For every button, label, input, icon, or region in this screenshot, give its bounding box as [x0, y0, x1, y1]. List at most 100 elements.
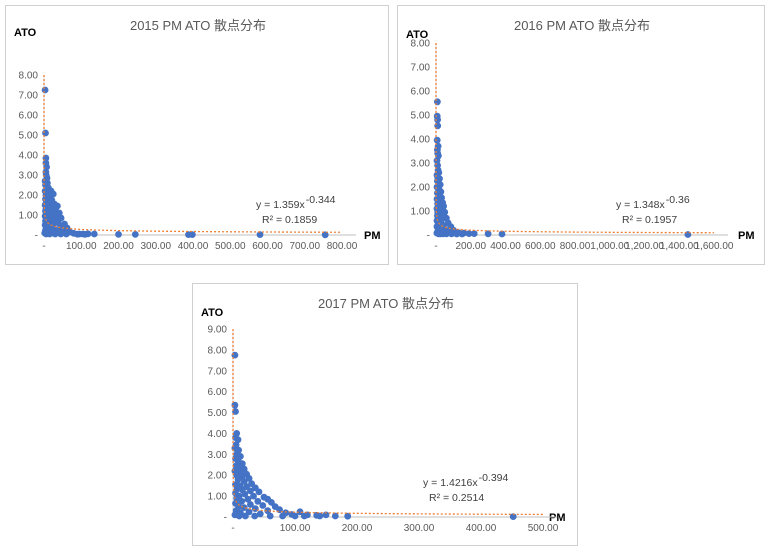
- data-point: [254, 497, 262, 505]
- y-tick-label: -: [35, 231, 38, 242]
- y-tick-label: -: [224, 513, 227, 524]
- data-point: [256, 231, 264, 239]
- y-tick-label: 1.00: [411, 207, 431, 218]
- data-point: [240, 504, 248, 511]
- data-point: [434, 116, 441, 124]
- x-axis-label: PM: [549, 512, 566, 524]
- scatter-chart-2015: 2015 PM ATO 散点分布 ATO PM - 100.00 200.00 300.00…: [14, 18, 381, 252]
- trendline-r2: R² = 0.2514: [429, 492, 484, 504]
- x-tick-label: 800.00: [560, 241, 591, 252]
- data-point: [498, 230, 506, 238]
- y-tick-label: 9.00: [208, 325, 228, 336]
- x-tick-label: -: [434, 241, 437, 252]
- y-tick-label: 5.00: [208, 408, 228, 419]
- x-axis-label: PM: [364, 230, 381, 242]
- data-points: [231, 351, 517, 520]
- data-point: [115, 231, 122, 238]
- y-tick-label: 7.00: [411, 63, 431, 74]
- x-tick-label: 400.00: [466, 523, 497, 534]
- y-tick-label: 3.00: [411, 159, 431, 170]
- data-point: [81, 231, 89, 238]
- data-point: [484, 230, 492, 238]
- y-tick-label: 2.00: [208, 471, 228, 482]
- data-point: [453, 230, 461, 238]
- x-tick-label: 100.00: [66, 241, 97, 252]
- y-tick-label: 4.00: [19, 151, 39, 162]
- trendline: [435, 43, 715, 234]
- data-point: [434, 98, 441, 106]
- x-tick-label: 1,200.00: [625, 241, 664, 252]
- chart-title: 2017 PM ATO 散点分布: [318, 296, 454, 311]
- trendline-exponent: -0.36: [666, 194, 690, 206]
- x-tick-label: 700.00: [289, 241, 320, 252]
- data-point: [266, 512, 274, 520]
- data-points: [41, 86, 329, 239]
- x-tick-label: 400.00: [178, 241, 209, 252]
- data-point: [322, 511, 330, 519]
- trendline-equation: y = 1.4216x: [423, 477, 478, 489]
- data-point: [344, 512, 352, 520]
- y-tick-label: 6.00: [411, 87, 431, 98]
- data-point: [247, 501, 254, 508]
- x-tick-label: 600.00: [252, 241, 283, 252]
- y-tick-label: 2.00: [411, 183, 431, 194]
- data-point: [240, 478, 248, 485]
- x-axis-label: PM: [738, 230, 755, 242]
- chart-panel-2016: 2016 PM ATO 散点分布 ATO PM - 200.00 400.00 600.00…: [397, 5, 765, 265]
- data-point: [264, 507, 272, 515]
- trendline-r2: R² = 0.1859: [262, 214, 317, 226]
- data-point: [316, 512, 324, 520]
- x-tick-label: 500.00: [528, 523, 559, 534]
- data-point: [235, 512, 243, 520]
- data-point: [251, 505, 259, 512]
- x-tick-label: 200.00: [455, 241, 486, 252]
- data-point: [90, 230, 98, 238]
- data-point: [238, 497, 246, 505]
- data-point: [250, 492, 257, 500]
- x-tick-label: 800.00: [327, 241, 358, 252]
- data-point: [434, 122, 442, 130]
- y-tick-label: 5.00: [411, 111, 431, 122]
- x-tick-label: 100.00: [280, 523, 311, 534]
- x-tick-label: 1,400.00: [660, 241, 699, 252]
- x-tick-label: 1,600.00: [695, 241, 734, 252]
- y-tick-label: 4.00: [208, 429, 228, 440]
- data-point: [46, 230, 53, 238]
- data-point: [42, 129, 49, 137]
- data-point: [241, 490, 249, 498]
- data-point: [255, 488, 263, 496]
- data-point: [245, 475, 253, 482]
- x-tick-label: -: [231, 523, 234, 534]
- data-point: [296, 508, 304, 516]
- data-point: [448, 230, 455, 238]
- y-axis-label: ATO: [201, 307, 224, 319]
- data-point: [43, 163, 50, 171]
- data-point: [233, 494, 241, 502]
- trendline-exponent: -0.394: [479, 472, 509, 484]
- trendline-equation: y = 1.359x: [256, 199, 305, 211]
- y-tick-label: 6.00: [19, 111, 39, 122]
- data-point: [62, 230, 70, 238]
- data-point: [470, 230, 478, 238]
- y-tick-label: 1.00: [208, 492, 228, 503]
- y-tick-label: 1.00: [19, 211, 39, 222]
- y-axis-label: ATO: [406, 29, 429, 41]
- data-point: [331, 512, 339, 520]
- chart-panel-2017: 2017 PM ATO 散点分布 ATO PM - 100.00 200.00 300.00…: [192, 283, 578, 546]
- x-tick-label: -: [42, 241, 45, 252]
- x-tick-label: 1,000.00: [590, 241, 629, 252]
- chart-title: 2016 PM ATO 散点分布: [514, 18, 650, 33]
- data-point: [279, 512, 286, 520]
- data-point: [300, 512, 308, 520]
- x-tick-label: 200.00: [342, 523, 373, 534]
- data-point: [321, 231, 329, 239]
- data-point: [458, 230, 466, 238]
- data-point: [131, 231, 139, 238]
- data-point: [74, 230, 81, 238]
- data-point: [232, 408, 239, 415]
- data-points: [433, 98, 692, 238]
- y-tick-label: 8.00: [411, 39, 431, 50]
- data-point: [509, 513, 517, 520]
- x-tick-label: 400.00: [490, 241, 521, 252]
- y-tick-label: 7.00: [208, 366, 228, 377]
